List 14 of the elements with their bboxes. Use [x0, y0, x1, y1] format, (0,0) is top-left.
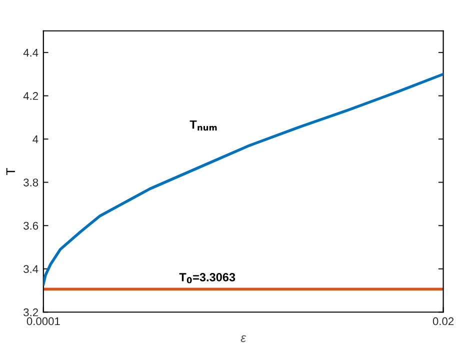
y-tick-label: 3.8 — [24, 178, 38, 186]
y-tick-label: 4 — [32, 135, 38, 144]
line-series — [43, 72, 444, 286]
y-tick-label: 4.4 — [23, 48, 38, 57]
x-tick-label: 0.02 — [432, 317, 454, 326]
ref-line-label: T$_{0}$=3.3063 — [179, 273, 236, 284]
y-tick-label: 3.2 — [24, 308, 38, 316]
x-tick-label: 0.0001 — [26, 317, 60, 326]
y-tick-label: 4.2 — [23, 92, 38, 100]
x-axis-title: ε — [240, 335, 246, 342]
text: T$_{num}$ — [190, 120, 217, 131]
y-axis-title: T — [6, 168, 15, 176]
y-tick-label: 3.4 — [24, 265, 38, 273]
y-tick-label: 3.6 — [24, 222, 38, 230]
